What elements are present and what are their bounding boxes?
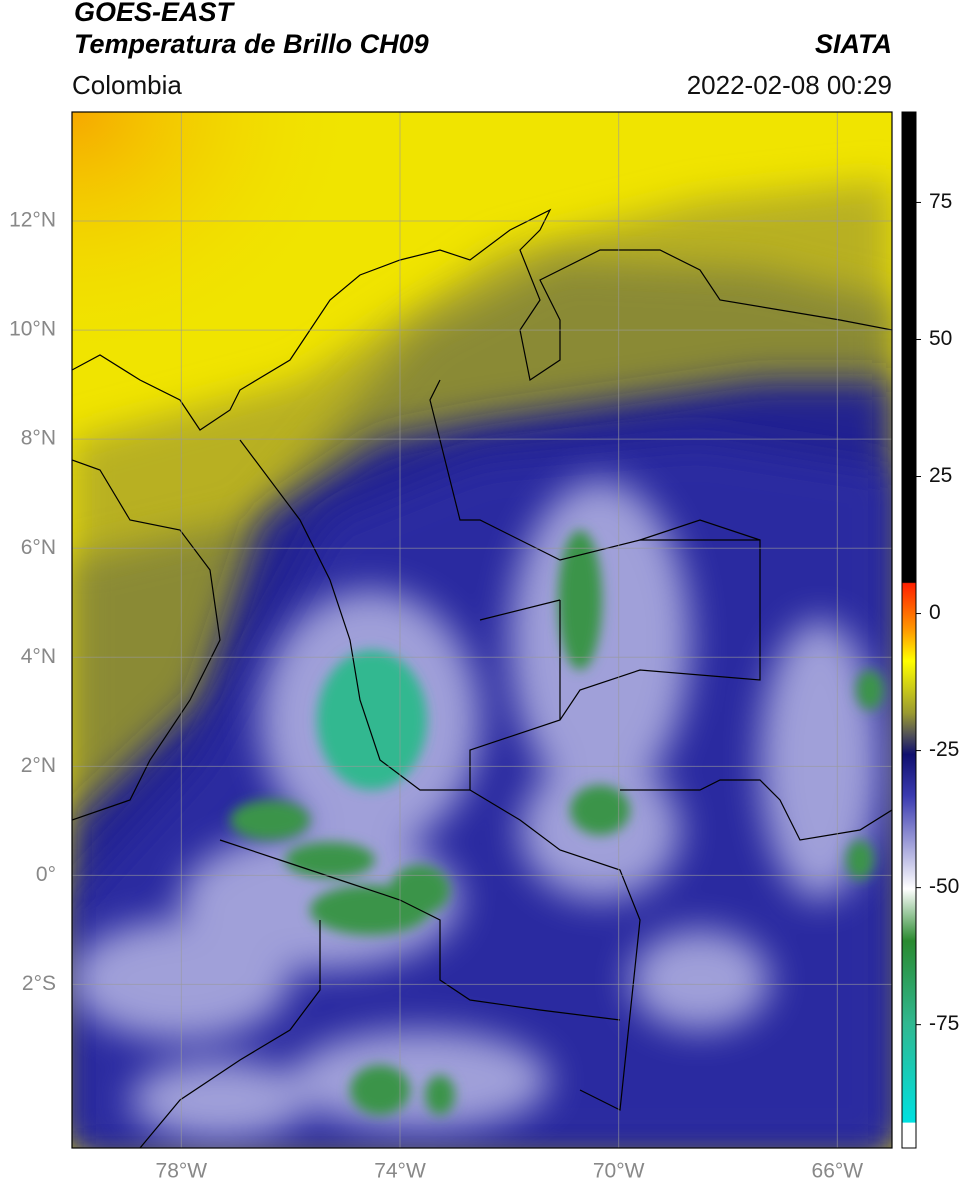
colorbar-tick-label: 75: [929, 190, 952, 213]
x-tick-label: 66°W: [812, 1160, 864, 1183]
y-tick-label: 2°N: [21, 754, 56, 777]
map-frame: [71, 111, 893, 1149]
colorbar: [901, 111, 917, 1149]
y-tick-label: 8°N: [21, 427, 56, 450]
y-tick-label: 6°N: [21, 536, 56, 559]
satellite-image: [72, 112, 892, 1148]
colorbar-tick-label: 0: [929, 601, 941, 624]
colorbar-tick-label: -75: [929, 1012, 959, 1035]
colorbar-tick-label: -25: [929, 738, 959, 761]
y-tick-label: 0°: [36, 863, 56, 886]
colorbar-tick-label: 25: [929, 464, 952, 487]
subtitle: Temperatura de Brillo CH09: [74, 29, 429, 59]
y-tick-label: 12°N: [9, 209, 56, 232]
colorbar-tick-label: 50: [929, 327, 952, 350]
colorbar-tick-label: -50: [929, 875, 959, 898]
source: SIATA: [815, 29, 892, 59]
y-tick-label: 2°S: [22, 972, 56, 995]
region: Colombia: [72, 70, 182, 100]
x-tick-label: 74°W: [374, 1160, 426, 1183]
title: GOES-EAST: [74, 0, 236, 27]
x-tick-label: 78°W: [156, 1160, 208, 1183]
y-tick-label: 4°N: [21, 645, 56, 668]
x-tick-label: 70°W: [593, 1160, 645, 1183]
datetime: 2022-02-08 00:29: [687, 70, 892, 100]
y-tick-label: 10°N: [9, 318, 56, 341]
grid: [72, 112, 892, 1148]
